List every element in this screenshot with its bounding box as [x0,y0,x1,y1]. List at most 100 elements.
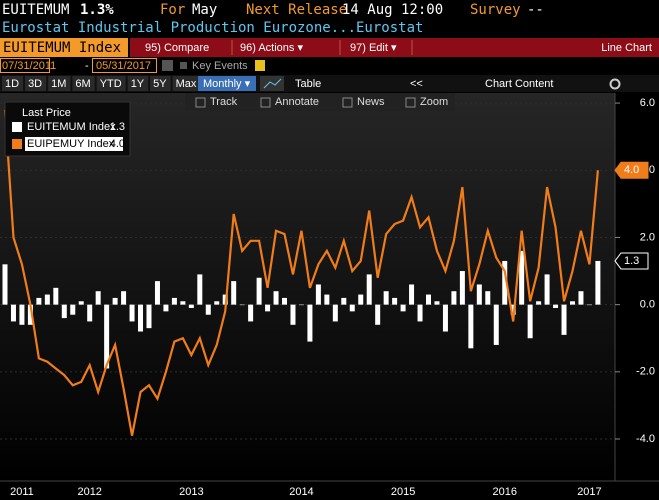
period-box[interactable] [2,76,24,91]
bar [70,304,76,315]
bar [409,284,415,305]
bar [265,304,271,312]
legend-swatch [12,122,22,132]
bar [544,274,550,305]
period-button[interactable]: 1D [5,78,19,90]
bar [138,304,144,332]
tool-button[interactable]: Annotate [275,96,319,108]
tool-icon[interactable] [195,97,206,108]
ticker: EUITEMUM [2,2,69,18]
date-box[interactable] [0,58,50,73]
bar [53,287,59,305]
table-button[interactable]: Table [295,78,321,90]
bar [104,304,110,369]
menu-item[interactable]: 97) Edit ▾ [350,42,397,54]
date-box[interactable] [92,58,157,73]
x-tick-label: 2015 [391,486,415,498]
menu-item[interactable]: 95) Compare [145,42,209,54]
period: May [192,2,217,18]
collapse-button[interactable]: << [410,78,423,90]
bar [459,271,465,305]
date-separator: - [85,60,89,72]
bar [197,274,203,305]
security-box[interactable] [0,38,128,57]
view-name: Line Chart [601,42,652,54]
release: 14 Aug 12:00 [342,2,443,18]
description: Eurostat Industrial Production Eurozone.… [2,20,423,36]
period-button[interactable]: YTD [100,78,122,90]
period-button[interactable]: Max [176,78,197,90]
period-label: For [160,2,185,18]
x-tick-label: 2011 [10,486,34,498]
period-box[interactable] [72,76,95,91]
bar [282,297,288,305]
chart-content[interactable]: Chart Content [485,78,553,90]
period-box[interactable] [127,76,149,91]
period-button[interactable]: 5Y [153,78,167,90]
x-tick-label: 2013 [179,486,203,498]
survey-label: Survey [470,2,521,18]
bar [231,281,237,305]
frequency[interactable]: Monthly ▾ [203,78,251,90]
key-events[interactable]: Key Events [192,60,248,72]
start-date[interactable]: 07/31/2011 [2,60,56,72]
period-box[interactable] [150,76,171,91]
bar [400,304,406,312]
tool-icon[interactable] [405,97,416,108]
bar [290,304,296,325]
tool-button[interactable]: Zoom [420,96,448,108]
bar [392,297,398,305]
bar [561,304,567,335]
security[interactable]: EUITEMUM Index [3,40,121,56]
line [3,109,599,436]
bar [426,294,431,305]
frequency-box[interactable] [198,76,256,91]
bar [205,304,211,315]
bar [451,291,457,305]
period-button[interactable]: 1Y [131,78,145,90]
bar [349,304,355,312]
bar [146,304,152,329]
calendar-icon[interactable] [162,60,173,71]
tool-icon[interactable] [342,97,353,108]
bar [358,294,364,305]
y-tick-label: -4.0 [636,433,655,445]
period-box[interactable] [25,76,47,91]
bar [586,304,592,306]
period-box[interactable] [48,76,71,91]
bar [332,304,338,322]
tool-button[interactable]: News [357,96,385,108]
settings-icon[interactable] [609,78,621,90]
change: 1.3% [80,2,114,18]
chart-icon-line [263,78,282,89]
value-tag-label: 4.0 [624,164,639,176]
bar [95,291,101,305]
bar [44,294,50,305]
bar [163,304,169,312]
bar [239,304,245,306]
info-icon[interactable] [255,60,265,71]
value-tag [614,252,649,270]
bar [366,274,372,305]
period-box[interactable] [172,76,201,91]
bar [341,297,347,305]
period-button[interactable]: 6M [75,78,90,90]
tool-button[interactable]: Track [210,96,238,108]
bar [214,301,220,305]
tool-icon[interactable] [260,97,271,108]
period-button[interactable]: 3D [28,78,42,90]
bar [315,284,321,305]
legend-value: 1.3 [110,121,125,133]
bar [417,304,423,322]
bar [87,304,93,322]
bar [476,284,482,305]
period-box[interactable] [96,76,126,91]
end-date[interactable]: 05/31/2017 [96,60,151,72]
bar [256,277,262,305]
period-button[interactable]: 1M [51,78,66,90]
checkbox[interactable] [180,62,187,69]
bar [27,304,33,325]
menu-item[interactable]: 96) Actions ▾ [240,42,303,54]
legend-swatch [12,139,22,149]
